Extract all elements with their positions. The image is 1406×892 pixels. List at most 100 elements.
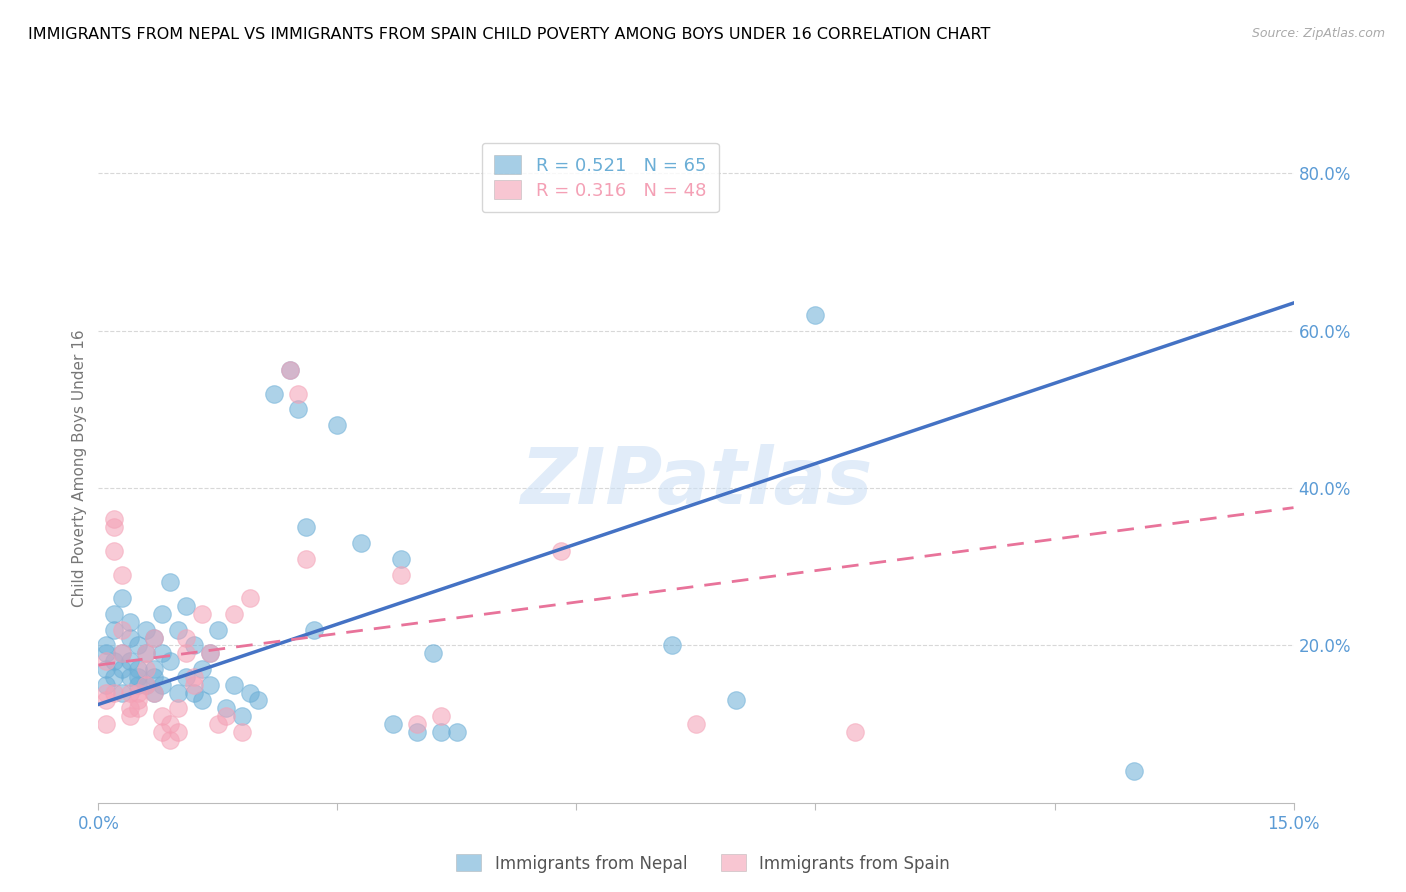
Point: [120, 701, 142, 715]
Point: [96, 693, 118, 707]
Point: [350, 536, 373, 550]
Point: [96, 717, 118, 731]
Point: [111, 623, 134, 637]
Point: [96, 639, 118, 653]
Point: [150, 646, 173, 660]
Point: [231, 725, 253, 739]
Point: [111, 567, 134, 582]
Point: [446, 725, 468, 739]
Point: [135, 662, 157, 676]
Point: [239, 591, 262, 606]
Point: [150, 607, 173, 621]
Point: [804, 308, 827, 322]
Point: [143, 662, 166, 676]
Point: [120, 670, 142, 684]
Point: [215, 709, 238, 723]
Point: [207, 717, 229, 731]
Point: [120, 654, 142, 668]
Point: [724, 693, 747, 707]
Point: [135, 646, 157, 660]
Point: [174, 646, 197, 660]
Point: [422, 646, 444, 660]
Point: [183, 685, 205, 699]
Point: [167, 685, 190, 699]
Point: [183, 678, 205, 692]
Point: [183, 670, 205, 684]
Point: [844, 725, 866, 739]
Point: [430, 709, 453, 723]
Point: [389, 551, 412, 566]
Point: [103, 520, 125, 534]
Point: [159, 732, 181, 747]
Point: [103, 685, 125, 699]
Point: [103, 670, 125, 684]
Point: [143, 670, 166, 684]
Point: [111, 591, 134, 606]
Point: [326, 417, 349, 432]
Point: [159, 575, 181, 590]
Point: [120, 685, 142, 699]
Point: [191, 607, 214, 621]
Point: [191, 662, 214, 676]
Point: [127, 639, 149, 653]
Point: [302, 623, 325, 637]
Point: [135, 646, 157, 660]
Point: [167, 623, 190, 637]
Point: [127, 685, 149, 699]
Point: [127, 670, 149, 684]
Point: [207, 623, 229, 637]
Point: [103, 607, 125, 621]
Point: [143, 685, 166, 699]
Point: [167, 701, 190, 715]
Point: [150, 678, 173, 692]
Legend: R = 0.521   N = 65, R = 0.316   N = 48: R = 0.521 N = 65, R = 0.316 N = 48: [482, 143, 718, 212]
Point: [120, 615, 142, 629]
Point: [287, 386, 309, 401]
Point: [215, 701, 238, 715]
Point: [183, 639, 205, 653]
Point: [127, 662, 149, 676]
Point: [127, 678, 149, 692]
Point: [198, 678, 221, 692]
Point: [96, 685, 118, 699]
Text: ZIPatlas: ZIPatlas: [520, 443, 872, 520]
Point: [198, 646, 221, 660]
Point: [406, 725, 429, 739]
Point: [135, 678, 157, 692]
Point: [174, 599, 197, 613]
Point: [550, 544, 572, 558]
Point: [198, 646, 221, 660]
Point: [143, 631, 166, 645]
Point: [174, 670, 197, 684]
Legend: Immigrants from Nepal, Immigrants from Spain: Immigrants from Nepal, Immigrants from S…: [450, 847, 956, 880]
Point: [159, 654, 181, 668]
Point: [294, 551, 316, 566]
Point: [143, 685, 166, 699]
Point: [231, 709, 253, 723]
Point: [96, 678, 118, 692]
Point: [103, 544, 125, 558]
Point: [135, 678, 157, 692]
Point: [96, 654, 118, 668]
Point: [287, 402, 309, 417]
Point: [278, 363, 301, 377]
Point: [96, 646, 118, 660]
Point: [222, 607, 245, 621]
Point: [103, 654, 125, 668]
Point: [167, 725, 190, 739]
Point: [685, 717, 707, 731]
Point: [159, 717, 181, 731]
Y-axis label: Child Poverty Among Boys Under 16: Child Poverty Among Boys Under 16: [72, 329, 87, 607]
Point: [103, 512, 125, 526]
Point: [111, 662, 134, 676]
Point: [239, 685, 262, 699]
Point: [150, 709, 173, 723]
Point: [430, 725, 453, 739]
Point: [661, 639, 683, 653]
Point: [294, 520, 316, 534]
Point: [120, 709, 142, 723]
Point: [143, 631, 166, 645]
Point: [382, 717, 405, 731]
Text: IMMIGRANTS FROM NEPAL VS IMMIGRANTS FROM SPAIN CHILD POVERTY AMONG BOYS UNDER 16: IMMIGRANTS FROM NEPAL VS IMMIGRANTS FROM…: [28, 27, 990, 42]
Point: [135, 623, 157, 637]
